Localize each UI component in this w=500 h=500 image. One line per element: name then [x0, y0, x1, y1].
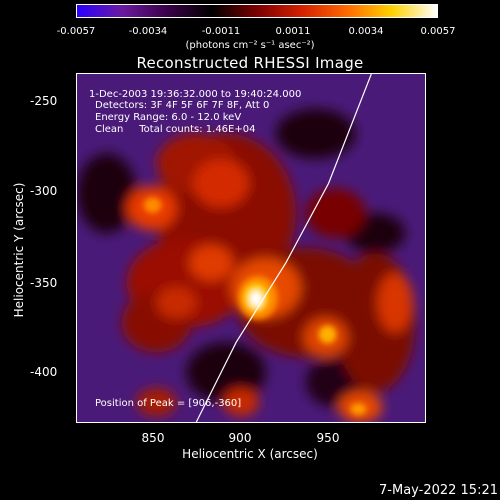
peak-source	[143, 197, 367, 416]
colorbar	[76, 4, 438, 18]
colorbar-tick: 0.0057	[420, 26, 456, 37]
x-axis-label: Heliocentric X (arcsec)	[182, 447, 318, 461]
y-tick: -350	[30, 276, 58, 290]
info-clean: Clean Total counts: 1.46E+04	[95, 124, 256, 135]
y-tick: -300	[30, 184, 58, 198]
rhessi-image: 1-Dec-2003 19:36:32.000 to 19:40:24.000 …	[76, 73, 426, 423]
plot-date-stamp: 7-May-2022 15:21	[379, 483, 498, 498]
solar-limb-line	[195, 74, 372, 422]
x-tick: 950	[316, 431, 340, 445]
y-axis-label: Heliocentric Y (arcsec)	[12, 182, 26, 318]
info-energy: Energy Range: 6.0 - 12.0 keV	[95, 112, 242, 123]
x-tick: 900	[228, 431, 252, 445]
info-detectors: Detectors: 3F 4F 5F 6F 7F 8F, Att 0	[95, 100, 270, 111]
info-peak-position: Position of Peak = [906,-360]	[95, 398, 242, 409]
plot-title: Reconstructed RHESSI Image	[136, 54, 364, 72]
emission-region	[77, 108, 416, 422]
colorbar-tick: -0.0034	[128, 26, 168, 37]
x-tick: 850	[141, 431, 165, 445]
colorbar-tick: 0.0034	[348, 26, 384, 37]
colorbar-tick: 0.0011	[275, 26, 311, 37]
colorbar-units: (photons cm⁻² s⁻¹ asec⁻²)	[185, 40, 315, 51]
y-tick: -400	[30, 365, 58, 379]
info-time: 1-Dec-2003 19:36:32.000 to 19:40:24.000	[89, 89, 302, 100]
y-tick: -250	[30, 94, 58, 108]
image-canvas	[77, 74, 425, 422]
colorbar-tick: -0.0011	[201, 26, 241, 37]
colorbar-tick: -0.0057	[56, 26, 96, 37]
